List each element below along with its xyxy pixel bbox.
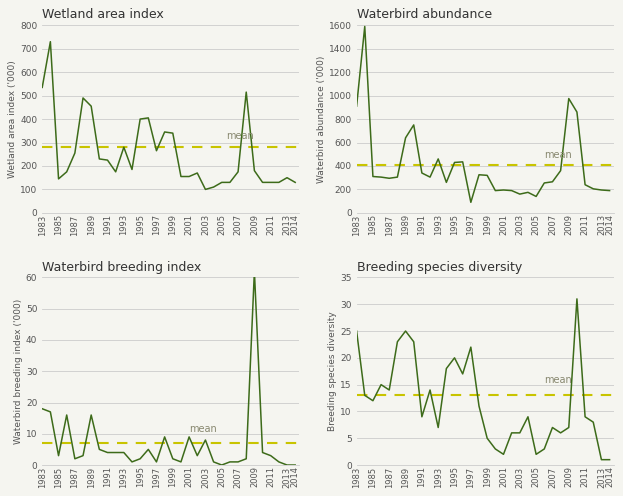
Text: Waterbird abundance: Waterbird abundance — [356, 8, 492, 21]
Text: mean: mean — [226, 131, 254, 141]
Text: mean: mean — [545, 374, 572, 384]
Text: mean: mean — [189, 424, 217, 434]
Y-axis label: Breeding species diversity: Breeding species diversity — [328, 311, 338, 431]
Text: Breeding species diversity: Breeding species diversity — [356, 260, 522, 273]
Y-axis label: Wetland area index ('000): Wetland area index ('000) — [8, 60, 17, 178]
Y-axis label: Waterbird abundance ('000): Waterbird abundance ('000) — [317, 56, 326, 183]
Text: Waterbird breeding index: Waterbird breeding index — [42, 260, 201, 273]
Text: Wetland area index: Wetland area index — [42, 8, 164, 21]
Text: mean: mean — [545, 149, 572, 160]
Y-axis label: Waterbird breeding index ('000): Waterbird breeding index ('000) — [14, 299, 23, 444]
